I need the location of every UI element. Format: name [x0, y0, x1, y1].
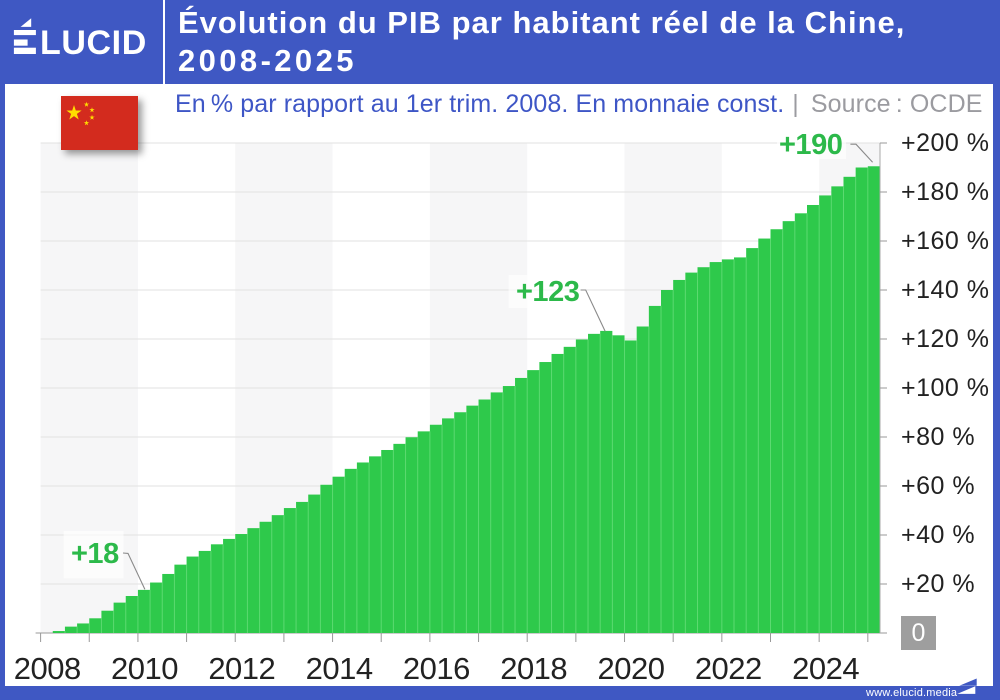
- svg-text:LUCID: LUCID: [40, 24, 147, 62]
